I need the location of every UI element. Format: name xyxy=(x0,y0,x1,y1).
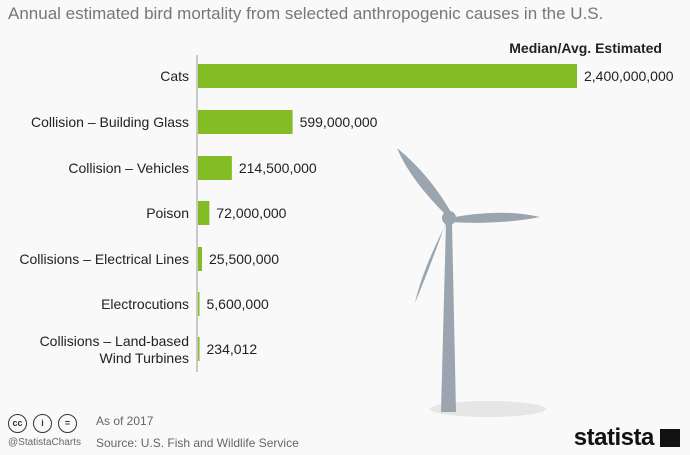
handle: @StatistaCharts xyxy=(8,437,81,448)
value-label: 2,400,000,000 xyxy=(584,68,674,84)
cc-icon: cc xyxy=(8,414,27,433)
turbine-shadow xyxy=(430,401,546,417)
turbine-blade xyxy=(397,148,452,218)
value-label: 25,500,000 xyxy=(209,251,279,267)
wind-turbine-illustration xyxy=(397,148,546,417)
turbine-blade xyxy=(449,212,540,223)
category-label: Poison xyxy=(146,205,189,221)
category-label: Collisions – Electrical Lines xyxy=(19,251,189,267)
value-label: 214,500,000 xyxy=(239,160,317,176)
statista-logo: statista xyxy=(574,424,680,452)
turbine-tower xyxy=(441,222,456,412)
turbine-blade xyxy=(415,218,449,303)
turbine-hub xyxy=(442,211,456,225)
bar xyxy=(198,247,203,271)
category-label: Collision – Building Glass xyxy=(31,114,189,130)
value-label: 72,000,000 xyxy=(216,205,286,221)
bar xyxy=(198,337,200,361)
category-label: Collision – Vehicles xyxy=(68,160,189,176)
category-label: Electrocutions xyxy=(101,296,189,312)
no-derivatives-icon: = xyxy=(58,414,77,433)
source: Source: U.S. Fish and Wildlife Service xyxy=(96,436,299,450)
chart-title: Annual estimated bird mortality from sel… xyxy=(8,4,604,23)
column-header: Median/Avg. Estimated xyxy=(509,40,662,56)
bar xyxy=(198,156,232,180)
value-label: 234,012 xyxy=(207,341,258,357)
value-label: 5,600,000 xyxy=(207,296,269,312)
attribution-icon: i xyxy=(33,414,52,433)
bar xyxy=(198,110,293,134)
note: As of 2017 xyxy=(96,414,154,428)
category-label: Collisions – Land-based Wind Turbines xyxy=(40,333,189,366)
category-label: Cats xyxy=(160,68,189,84)
value-label: 599,000,000 xyxy=(300,114,378,130)
bar xyxy=(198,64,577,88)
bar xyxy=(198,201,210,225)
bar xyxy=(198,292,200,316)
